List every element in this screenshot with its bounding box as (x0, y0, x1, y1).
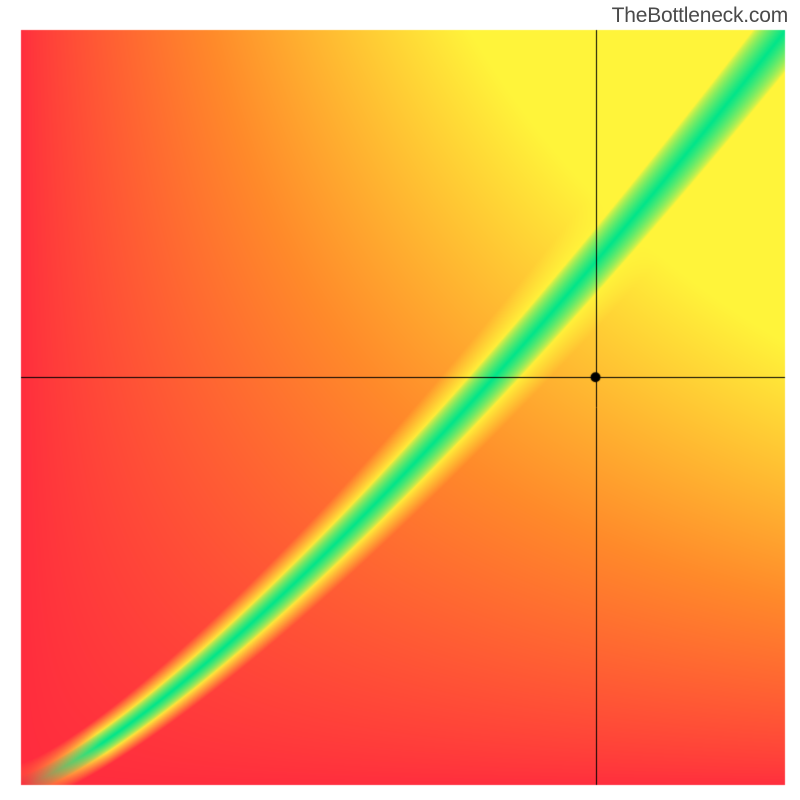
heatmap-canvas (0, 0, 800, 800)
watermark-text: TheBottleneck.com (612, 4, 788, 28)
chart-container: TheBottleneck.com (0, 0, 800, 800)
